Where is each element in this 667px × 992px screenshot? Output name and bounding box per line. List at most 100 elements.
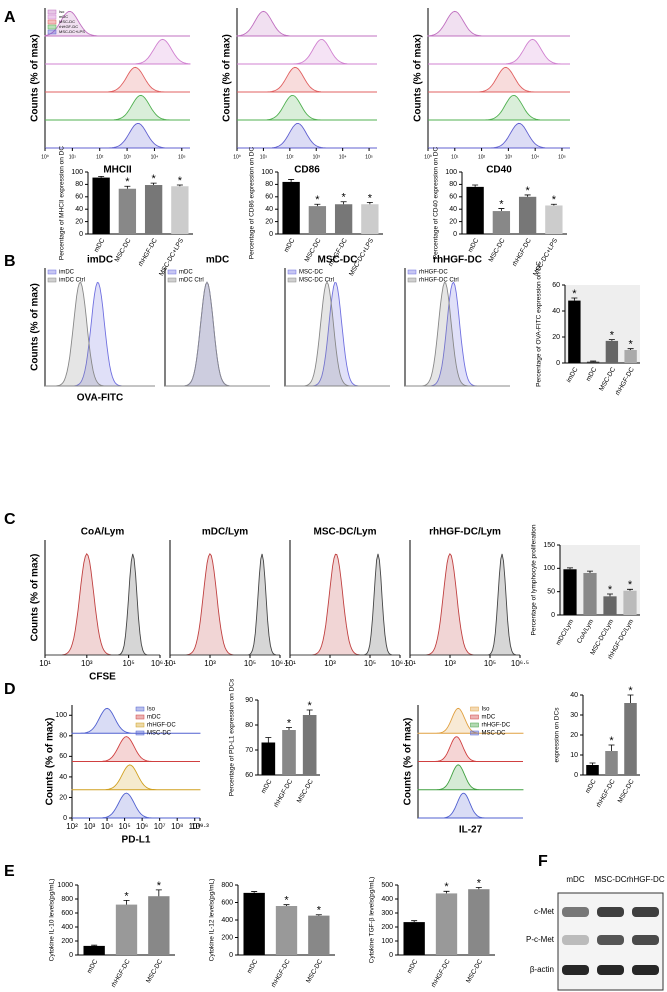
significance-marker: * (477, 877, 482, 889)
error-bar (607, 593, 613, 597)
bar (468, 889, 490, 955)
error-bar (443, 890, 450, 894)
x-axis-label: PD-L1 (122, 835, 151, 846)
y-tick-label: 100 (55, 712, 67, 719)
x-tick-label: rhHGF-DC (595, 778, 617, 809)
y-tick-label: 80 (265, 181, 273, 188)
y-tick-label: 80 (449, 181, 457, 188)
y-tick-label: 600 (61, 910, 73, 917)
blot-row-label: β-actin (530, 965, 554, 974)
y-tick-label: 80 (245, 722, 253, 729)
error-bar (627, 694, 634, 703)
legend-swatch (47, 24, 57, 30)
y-tick-label: 10 (570, 752, 578, 759)
bar (568, 300, 581, 363)
legend-swatch (47, 29, 57, 35)
bar (261, 742, 276, 775)
y-tick-label: 100 (445, 169, 457, 176)
y-tick-label: 40 (265, 206, 273, 213)
significance-marker: * (610, 330, 615, 342)
x-tick-label: 10⁵ (484, 659, 496, 668)
bar (171, 186, 189, 234)
y-tick-label: 800 (221, 882, 233, 889)
error-bar (286, 727, 292, 730)
blot-column-label: mDC (566, 875, 584, 884)
significance-marker: * (628, 339, 633, 351)
x-tick-label: 10³ (313, 154, 321, 160)
significance-marker: * (572, 288, 577, 300)
bar (275, 906, 298, 955)
y-tick-label: 0 (556, 360, 560, 367)
histogram-curve (71, 764, 201, 791)
panel-label: F (538, 853, 548, 870)
chart-title: MSC-DC/Lym (314, 527, 377, 538)
y-tick-label: 100 (543, 565, 555, 572)
legend-label: imDC (59, 270, 75, 276)
histogram-curve (418, 736, 523, 762)
y-axis-label: Counts (% of max) (222, 34, 233, 122)
bar (605, 751, 618, 775)
error-bar (498, 208, 505, 212)
x-tick-label: 10⁴ (101, 822, 114, 831)
legend-label: Iso (147, 707, 156, 713)
x-tick-label: 10⁹·³ (191, 822, 209, 831)
y-tick-label: 500 (381, 882, 393, 889)
bar (545, 205, 563, 234)
y-axis-label: Percentage of CD86 expression on DC (249, 147, 256, 260)
chart-title: imDC (87, 255, 113, 266)
x-tick-label: mDC (283, 237, 297, 254)
x-tick-label: 10⁵ (558, 154, 566, 160)
x-tick-label: 10³ (81, 659, 93, 668)
bar (492, 211, 511, 234)
histogram-curve (165, 281, 270, 387)
x-tick-label: mDC (584, 778, 598, 795)
y-tick-label: 0 (63, 815, 67, 822)
y-axis-label: Counts (% of max) (30, 283, 41, 371)
blot-band (632, 907, 659, 917)
x-tick-label: 10¹ (39, 659, 51, 668)
y-axis-label: Counts (% of max) (45, 718, 56, 806)
chart-title: rhHGF-DC/Lym (429, 527, 501, 538)
blot-band (597, 907, 624, 917)
histogram-curve (45, 281, 155, 387)
histogram-curve (44, 11, 190, 37)
bar (624, 703, 637, 775)
y-tick-label: 60 (59, 753, 67, 760)
histogram-curve (45, 281, 155, 387)
x-tick-label: MSC-DC (305, 958, 324, 984)
histogram-curve (417, 764, 524, 791)
y-tick-label: 30 (570, 712, 578, 719)
bar (361, 204, 379, 234)
y-axis-label: Counts (% of max) (403, 718, 414, 806)
x-tick-label: 10³ (324, 659, 336, 668)
y-tick-label: 20 (75, 218, 83, 225)
y-axis-label: Percentage of CD40 expression on DC (433, 147, 440, 260)
x-tick-label: 10⁶ (136, 822, 148, 831)
legend-label: rhHGF-DC (482, 723, 511, 729)
histogram-curve (72, 736, 200, 762)
x-tick-label: MSC-DC (598, 366, 617, 392)
legend-label: Iso (59, 9, 65, 14)
bar (308, 915, 330, 955)
bar (282, 181, 300, 234)
histogram-curve (236, 10, 377, 37)
x-tick-label: mDC (406, 958, 420, 975)
legend-swatch (47, 14, 57, 20)
error-bar (627, 348, 634, 350)
y-axis-label: Cytokine IL-12 levels(pg/mL) (209, 879, 216, 962)
y-tick-label: 1000 (57, 882, 73, 889)
legend-label: MSC-DC (147, 731, 172, 737)
y-tick-label: 200 (221, 934, 233, 941)
x-tick-label: 10⁶·⁵ (271, 659, 289, 668)
error-bar (150, 182, 157, 186)
legend-swatch (470, 730, 479, 736)
x-tick-label: MSC-DC (145, 958, 164, 984)
significance-marker: * (317, 905, 322, 917)
legend-swatch (135, 714, 145, 720)
y-tick-label: 400 (221, 917, 233, 924)
bar (466, 186, 484, 234)
significance-marker: * (315, 194, 320, 206)
legend-swatch (470, 706, 479, 712)
x-axis-label: CFSE (89, 672, 116, 683)
